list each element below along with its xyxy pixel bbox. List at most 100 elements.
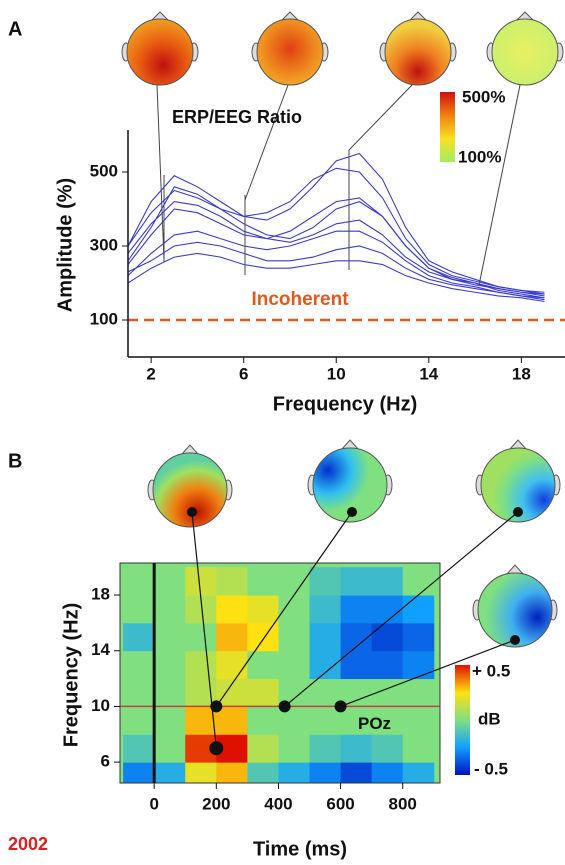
heatmap-cell — [247, 567, 279, 596]
heatmap-cell — [185, 622, 217, 652]
heatmap-cell — [154, 734, 186, 763]
scalp-map — [121, 11, 199, 86]
y-tick-label: 14 — [91, 640, 110, 659]
heatmap-cell — [278, 595, 311, 624]
scalp-map — [472, 564, 558, 648]
heatmap-cell — [340, 595, 373, 624]
y-axis-label: Frequency (Hz) — [60, 603, 82, 747]
map-connector — [215, 511, 353, 707]
colorbar — [440, 92, 455, 162]
colorbar-label: + 0.5 — [472, 661, 510, 680]
heatmap-cell — [247, 595, 279, 624]
heatmap-cell — [340, 734, 373, 763]
panel-label: A — [8, 18, 22, 40]
colorbar-label: 500% — [462, 87, 505, 106]
point — [278, 700, 291, 713]
data-line — [128, 230, 545, 299]
panel-b: POz 6 10 14 18 0 200 400 600 800 — [91, 507, 523, 813]
heatmap-cell — [123, 622, 155, 652]
x-tick-label: 0 — [149, 794, 158, 813]
data-line — [128, 241, 545, 301]
heatmap-cell — [402, 734, 435, 763]
heatmap-cell — [309, 678, 342, 707]
y-tick-label: 10 — [91, 696, 110, 715]
heatmap-cell — [216, 762, 248, 783]
annotation: ERP/EEG Ratio — [172, 107, 302, 127]
heatmap-cell — [309, 567, 342, 596]
heatmap-cell — [340, 762, 373, 783]
heatmap-cell — [154, 567, 186, 596]
point — [334, 700, 347, 713]
scalp-map — [251, 11, 329, 86]
y-tick-label: 500 — [90, 161, 118, 180]
scalp-map — [307, 439, 393, 523]
heatmap-cell — [123, 762, 155, 783]
heatmap-cell — [402, 595, 435, 624]
x-tick-label: 6 — [239, 364, 248, 383]
heatmap-cell — [247, 622, 279, 652]
heatmap-cell — [278, 734, 311, 763]
data-line — [128, 152, 545, 295]
heatmap-cell — [216, 650, 248, 680]
heatmap-cell — [247, 762, 279, 783]
y-tick-label: 6 — [101, 752, 110, 771]
heatmap-cell — [371, 706, 404, 735]
heatmap-cell — [154, 650, 186, 680]
heatmap-cell — [402, 762, 435, 783]
x-axis-label: Time (ms) — [253, 838, 347, 860]
heatmap-cell — [278, 650, 311, 680]
x-tick-label: 14 — [419, 364, 438, 383]
heatmap-cell — [340, 567, 373, 596]
map-connector — [284, 511, 519, 707]
heatmap-cell — [216, 706, 248, 735]
annotation: POz — [358, 714, 391, 733]
panel-a: Incoherent 100 300 500 2 6 10 14 18 — [90, 92, 565, 383]
map-anchor — [510, 635, 520, 645]
heatmap-cell — [340, 678, 373, 707]
x-tick-label: 200 — [202, 794, 230, 813]
heatmap-cell — [154, 762, 186, 783]
data-line — [128, 186, 545, 297]
x-tick-label: 800 — [389, 794, 417, 813]
map-connector — [340, 639, 516, 707]
reference-label: Incoherent — [251, 289, 349, 310]
heatmap-cell — [371, 595, 404, 624]
heatmap-cell — [309, 734, 342, 763]
heatmap-cell — [247, 706, 279, 735]
heatmap-cell — [371, 622, 404, 652]
year-label: 2002 — [8, 834, 48, 854]
heatmap-cell — [340, 706, 373, 735]
heatmap-cell — [402, 622, 435, 652]
heatmap-cell — [216, 595, 248, 624]
heatmap-cell — [185, 762, 217, 783]
heatmap-cell — [371, 567, 404, 596]
scalp-maps — [121, 11, 564, 648]
heatmap-cell — [278, 622, 311, 652]
heatmap-cell — [154, 595, 186, 624]
map-anchor — [513, 507, 523, 517]
heatmap-cell — [123, 734, 155, 763]
y-tick-label: 18 — [91, 585, 110, 604]
x-tick-label: 600 — [326, 794, 354, 813]
scalp-map — [147, 444, 233, 528]
x-tick-label: 18 — [512, 364, 531, 383]
heatmap-cell — [216, 567, 248, 596]
map-anchor — [347, 507, 357, 517]
colorbar-label: dB — [478, 709, 501, 728]
y-tick-label: 100 — [90, 309, 118, 328]
heatmap-cell — [371, 650, 404, 680]
heatmap-cell — [340, 650, 373, 680]
colorbar-label: - 0.5 — [474, 759, 508, 778]
plot-frame — [119, 562, 441, 784]
data-line — [128, 167, 545, 293]
map-anchor — [187, 507, 197, 517]
heatmap-cell — [371, 762, 404, 783]
heatmap-cell — [402, 650, 435, 680]
colorbar — [455, 665, 470, 775]
heatmap-cell — [309, 622, 342, 652]
heatmap-cell — [123, 595, 155, 624]
heatmap-cell — [123, 567, 155, 596]
heatmap-cell — [123, 706, 155, 735]
x-tick-label: 400 — [264, 794, 292, 813]
